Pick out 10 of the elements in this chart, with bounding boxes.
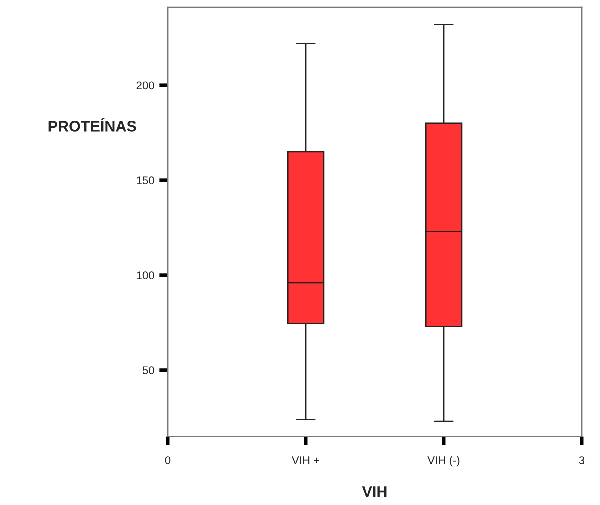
x-tick-label: VIH (-): [428, 456, 460, 467]
y-tick-label: 50: [142, 366, 154, 374]
x-tick-label: 0: [165, 456, 171, 464]
y-axis-title: PROTEÍNAS: [48, 118, 136, 132]
y-tick-label: 200: [136, 82, 154, 90]
y-tick-label: 150: [137, 176, 154, 185]
x-tick-label: VIH +: [292, 456, 320, 464]
x-axis-title: VIH: [362, 486, 387, 498]
y-tick-label: 100: [137, 272, 154, 280]
x-tick-label: 3: [579, 456, 585, 464]
